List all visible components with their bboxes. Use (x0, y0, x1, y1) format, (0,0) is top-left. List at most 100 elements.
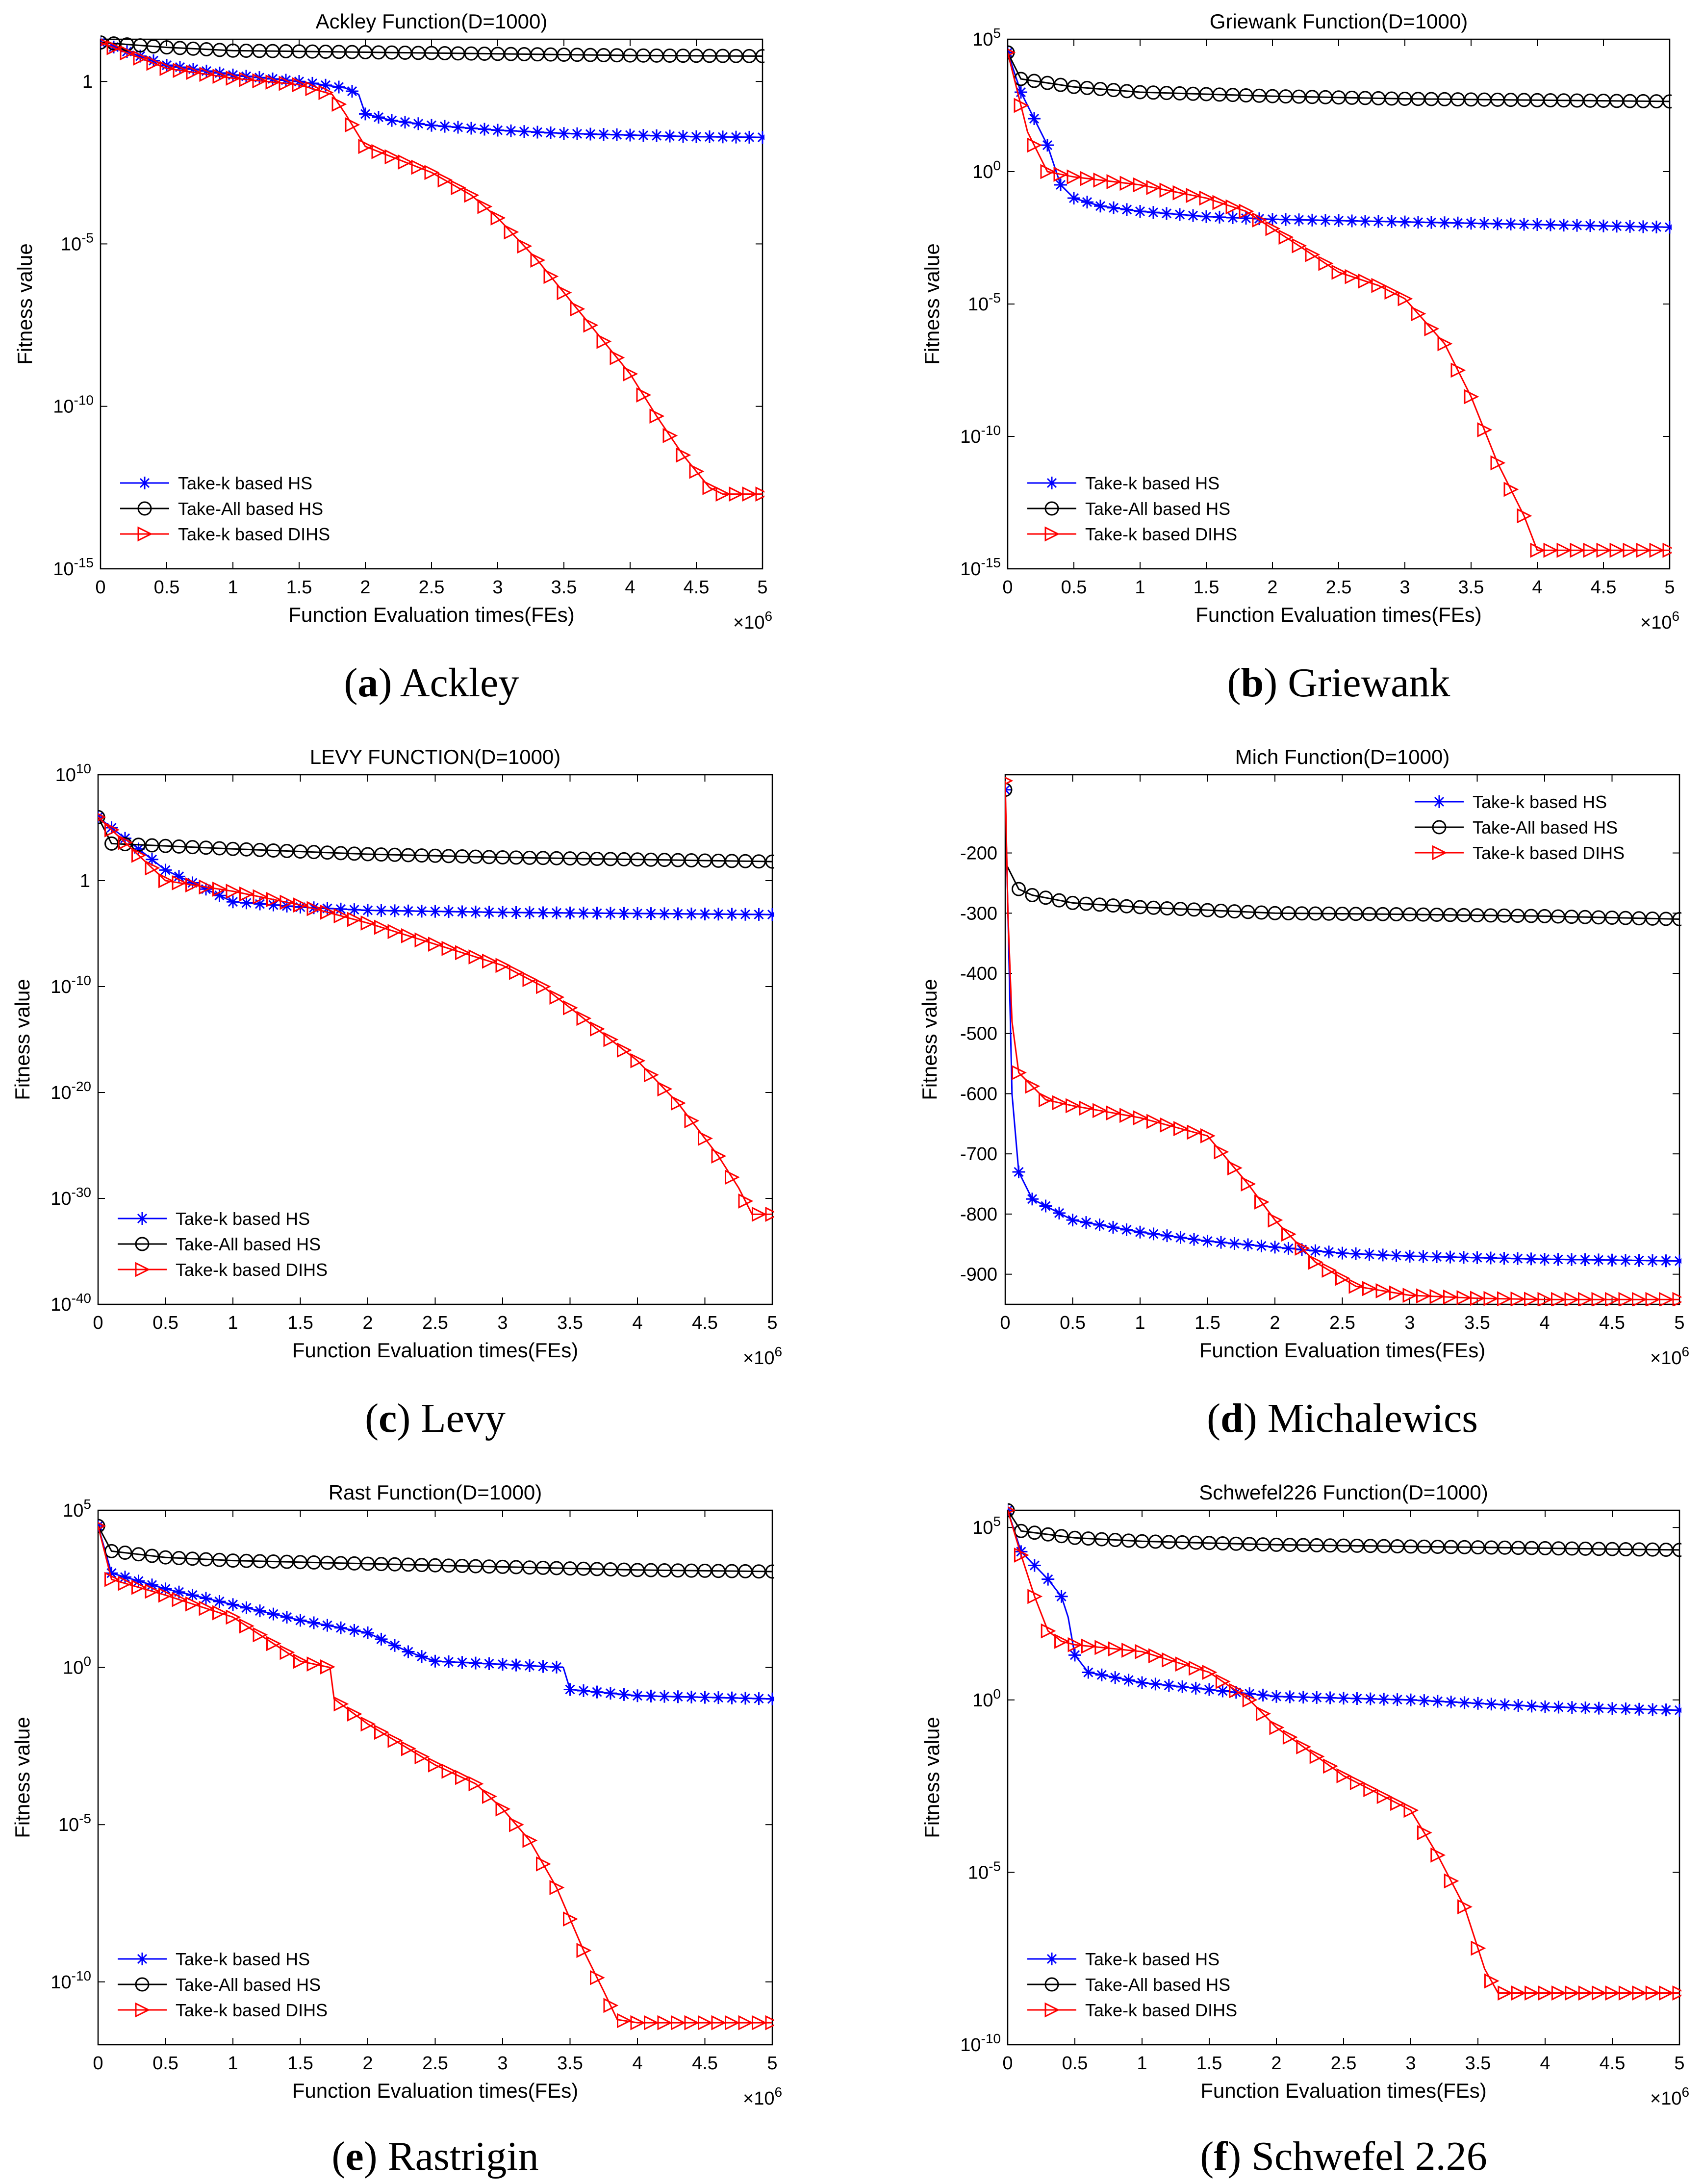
y-tick-label: 10-5 (968, 290, 1001, 315)
data-point (1596, 542, 1612, 558)
data-point (1609, 542, 1625, 558)
data-point (725, 2015, 740, 2031)
data-point (1538, 1985, 1553, 2001)
data-point (557, 285, 572, 301)
data-point (442, 905, 455, 918)
data-point (441, 849, 456, 863)
data-point (1358, 273, 1373, 289)
data-point (1162, 1652, 1177, 1668)
data-point (1133, 900, 1147, 914)
data-point (1591, 910, 1606, 925)
data-point (1584, 219, 1597, 232)
panels: Ackley Function(D=1000) 0 0.5 1 1.5 2 2.5 3 3.5 4… (11, 10, 1689, 2179)
data-point (1659, 1292, 1674, 1306)
data-point (240, 1601, 253, 1614)
data-point (1281, 906, 1296, 921)
data-point (1376, 1248, 1389, 1262)
x-tick-label: 0 (1000, 1313, 1010, 1333)
y-axis-label: Fitness value (918, 979, 941, 1100)
data-point (1511, 1252, 1524, 1265)
data-point (455, 1770, 470, 1785)
panel-caption: (e) Rastrigin (331, 2133, 538, 2179)
data-point (1012, 1166, 1025, 1178)
legend-label: Take-All based HS (1085, 1975, 1230, 1995)
data-point (684, 853, 699, 868)
data-point (239, 1553, 254, 1568)
legend-marker (137, 526, 153, 542)
data-point (1269, 1241, 1281, 1254)
x-tick-label: 1 (1137, 2053, 1147, 2074)
data-point (617, 1562, 631, 1577)
data-point (239, 1618, 254, 1634)
data-point (333, 1556, 348, 1571)
series-k_dihs (1008, 48, 1672, 558)
data-point (1605, 1292, 1620, 1306)
x-tick-label: 2 (362, 1313, 373, 1333)
data-point (1389, 1285, 1404, 1301)
data-point (509, 850, 523, 865)
data-point (333, 908, 349, 924)
data-point (1429, 1289, 1445, 1304)
x-tick-label: 5 (757, 577, 767, 598)
data-point (346, 85, 358, 98)
data-point (1203, 1683, 1216, 1696)
data-point (1465, 217, 1477, 230)
data-point (1335, 1270, 1350, 1286)
series-k_dihs (101, 38, 764, 502)
data-point (483, 906, 496, 919)
data-point (120, 45, 135, 61)
data-point (738, 2015, 754, 2031)
data-point (590, 1021, 605, 1037)
data-point (1384, 284, 1400, 300)
data-point (1538, 1252, 1551, 1266)
data-point (1229, 1686, 1243, 1699)
data-point (1136, 1676, 1148, 1689)
data-point (1623, 542, 1638, 558)
data-point (266, 1554, 280, 1569)
data-point (1451, 216, 1464, 229)
data-point (1416, 907, 1430, 922)
data-point (1431, 1695, 1444, 1708)
data-point (1268, 906, 1282, 920)
data-point (1241, 1176, 1256, 1192)
data-point (671, 1690, 685, 1703)
data-point (1213, 210, 1226, 224)
data-point (1551, 909, 1565, 924)
data-point (1081, 1638, 1096, 1654)
data-point (1659, 912, 1673, 926)
data-point (1498, 1985, 1513, 2001)
data-point (239, 886, 254, 902)
x-tick-label: 1.5 (287, 2053, 313, 2074)
data-point (1268, 1212, 1283, 1228)
data-point (1404, 1693, 1417, 1706)
chart-title: Mich Function(D=1000) (1235, 745, 1450, 768)
data-point (563, 1911, 578, 1927)
data-point (1052, 1095, 1068, 1111)
data-point (1578, 1292, 1593, 1306)
data-point (226, 1553, 240, 1568)
data-point (1472, 1697, 1484, 1710)
data-point (104, 1572, 120, 1587)
data-point (1430, 1250, 1443, 1264)
plot-area (1004, 774, 1680, 1305)
data-point (388, 1639, 401, 1652)
data-point (752, 1206, 767, 1222)
data-point (603, 1562, 618, 1577)
legend-marker (1045, 477, 1058, 489)
data-point (1336, 1768, 1352, 1783)
x-tick-label: 1.5 (1194, 577, 1220, 598)
x-tick-label: 0 (1002, 2053, 1013, 2074)
data-point (1066, 1214, 1079, 1227)
x-tick-label: 0.5 (154, 577, 180, 598)
data-point (577, 1684, 590, 1698)
data-point (644, 907, 658, 920)
data-point (1610, 220, 1623, 233)
data-point (657, 853, 672, 867)
data-point (145, 860, 160, 876)
data-point (1579, 1701, 1592, 1714)
data-point (495, 958, 511, 973)
data-point (1565, 1701, 1578, 1714)
data-point (1067, 169, 1082, 185)
x-tick-label: 3 (492, 577, 503, 598)
data-point (360, 1556, 375, 1571)
